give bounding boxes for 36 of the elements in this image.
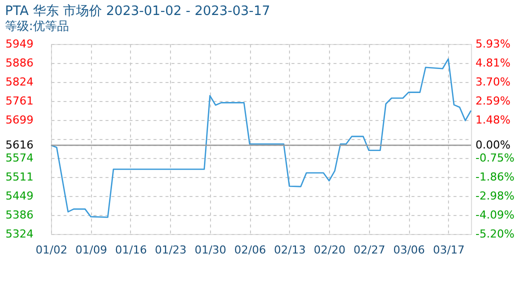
y2-tick-label: -1.86% — [476, 170, 514, 184]
y-tick-label: 5886 — [6, 56, 34, 70]
x-tick-label: 01/23 — [154, 244, 187, 256]
line-series — [50, 58, 472, 218]
y2-tick-label: -0.75% — [476, 152, 514, 165]
y-tick-label: 5824 — [6, 76, 34, 88]
x-tick-label: 01/02 — [36, 244, 68, 256]
y2-tick-label: -4.09% — [476, 208, 514, 222]
x-tick-label: 03/17 — [432, 244, 465, 256]
x-tick-label: 01/16 — [115, 244, 147, 256]
y2-tick-label: -2.98% — [476, 190, 514, 203]
y-tick-label: 5324 — [6, 228, 34, 240]
y2-tick-label: 1.48% — [476, 113, 510, 126]
x-tick-label: 02/27 — [353, 244, 386, 256]
x-tick-label: 02/20 — [314, 244, 346, 256]
chart-subtitle: 等级:优等品 — [5, 19, 70, 33]
x-tick-label: 01/30 — [194, 244, 226, 256]
y2-tick-label: -5.20% — [476, 228, 514, 240]
y-tick-label: 5386 — [6, 208, 34, 222]
y-tick-label: 5574 — [6, 152, 34, 164]
y2-tick-label: 0.00% — [476, 138, 510, 152]
chart-title: PTA 华东 市场价 2023-01-02 - 2023-03-17 — [5, 4, 270, 19]
y-tick-label: 5511 — [6, 170, 34, 184]
x-tick-label: 01/09 — [75, 244, 108, 256]
y2-tick-label: 5.93% — [476, 38, 510, 50]
y2-tick-label: 3.70% — [476, 76, 510, 89]
y-tick-label: 5949 — [6, 38, 34, 50]
y-tick-label: 5699 — [6, 114, 34, 126]
x-tick-label: 03/06 — [393, 244, 425, 256]
y2-tick-label: 4.81% — [476, 56, 510, 70]
y2-tick-label: 2.59% — [476, 94, 510, 108]
y-tick-label: 5449 — [6, 190, 34, 202]
x-tick-label: 02/06 — [234, 244, 266, 256]
y-tick-label: 5616 — [6, 138, 34, 152]
y-tick-label: 5761 — [6, 94, 34, 108]
x-tick-label: 02/13 — [274, 244, 306, 256]
